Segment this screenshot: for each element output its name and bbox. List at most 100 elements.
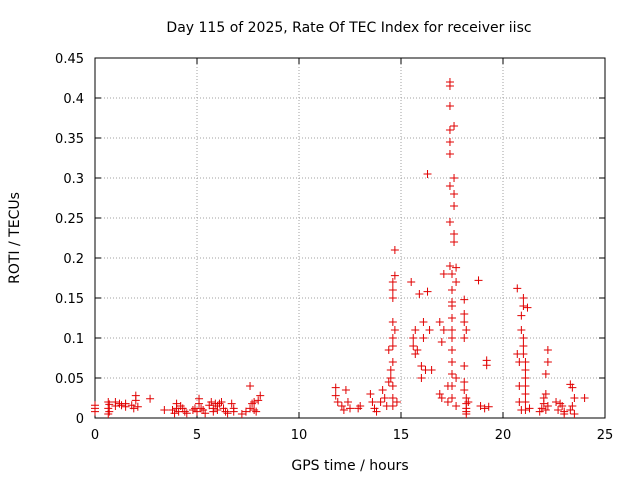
data-point	[435, 390, 444, 398]
data-point	[452, 263, 461, 272]
data-point	[480, 404, 489, 413]
data-point	[445, 182, 454, 190]
data-point	[448, 326, 456, 334]
data-point	[450, 190, 459, 198]
data-point	[146, 394, 155, 403]
data-point	[215, 399, 224, 408]
data-point	[541, 390, 550, 398]
data-point	[419, 318, 428, 326]
data-point	[252, 407, 261, 416]
data-point	[207, 398, 216, 406]
data-point	[407, 278, 416, 286]
y-tick-label: 0.35	[55, 132, 84, 147]
data-point	[552, 398, 561, 406]
data-point	[521, 390, 530, 398]
plot-frame	[94, 57, 606, 419]
data-point	[388, 382, 397, 390]
data-point	[411, 350, 420, 358]
data-point	[417, 362, 426, 370]
data-point	[448, 382, 456, 390]
data-point	[182, 409, 191, 418]
data-point	[462, 326, 471, 334]
data-point	[376, 398, 385, 406]
data-point	[386, 374, 395, 382]
data-point	[417, 374, 426, 382]
x-tick-label: 5	[193, 428, 201, 443]
data-point	[445, 82, 454, 90]
data-point	[248, 399, 257, 408]
data-point	[221, 407, 230, 416]
data-point	[439, 270, 448, 278]
data-point	[172, 399, 181, 408]
data-point	[333, 398, 342, 406]
data-point	[519, 334, 528, 342]
data-point	[580, 394, 589, 402]
data-point	[460, 295, 469, 304]
data-point	[219, 404, 228, 413]
x-axis-ticks: 0 5 10 15 20 25	[91, 58, 613, 443]
data-point	[537, 404, 546, 413]
data-point	[448, 314, 456, 322]
data-point	[256, 391, 265, 400]
data-point	[517, 311, 526, 320]
data-point	[525, 404, 534, 413]
chart-title: Day 115 of 2025, Rate Of TEC Index for r…	[166, 20, 531, 36]
data-point	[133, 402, 142, 411]
data-point	[439, 326, 448, 334]
data-point	[450, 174, 459, 182]
data-point	[217, 398, 226, 406]
data-point	[388, 294, 397, 302]
data-point	[450, 202, 459, 210]
data-point	[521, 382, 530, 390]
data-point	[543, 346, 552, 354]
data-point	[378, 386, 387, 394]
data-point	[519, 350, 528, 358]
y-tick-label: 0	[76, 412, 84, 427]
data-point	[223, 409, 232, 418]
data-point	[462, 410, 471, 418]
data-point	[117, 401, 126, 410]
data-point	[415, 290, 424, 298]
data-point	[484, 402, 493, 411]
data-point	[201, 409, 210, 418]
data-point	[448, 370, 456, 378]
data-point	[448, 394, 456, 402]
data-point	[445, 262, 454, 270]
data-point	[437, 338, 446, 346]
data-point	[388, 278, 397, 286]
data-point	[566, 406, 575, 414]
data-point	[570, 394, 579, 402]
data-point	[199, 406, 208, 414]
data-point	[519, 294, 528, 302]
data-point	[450, 122, 459, 130]
data-point	[419, 334, 428, 342]
y-tick-label: 0.25	[55, 212, 84, 227]
data-point	[541, 406, 550, 414]
data-point	[570, 410, 579, 418]
y-tick-label: 0.1	[63, 332, 84, 347]
data-point	[193, 407, 201, 416]
data-point	[435, 318, 444, 326]
data-point	[409, 334, 418, 342]
data-point	[443, 398, 452, 406]
data-point	[452, 402, 461, 410]
data-point	[445, 138, 454, 146]
data-point	[331, 391, 340, 400]
data-point	[541, 370, 550, 378]
data-point	[452, 278, 461, 286]
data-point	[388, 342, 397, 350]
data-point	[521, 374, 530, 382]
data-point	[131, 391, 140, 400]
data-point	[521, 406, 530, 414]
data-point	[388, 318, 397, 326]
data-point	[460, 386, 469, 394]
data-point	[178, 404, 187, 413]
data-point	[413, 346, 422, 354]
y-tick-label: 0.2	[63, 252, 84, 267]
data-point	[543, 402, 552, 410]
data-points	[91, 78, 589, 418]
data-point	[370, 404, 379, 413]
data-point	[195, 394, 204, 403]
data-point	[523, 303, 532, 312]
